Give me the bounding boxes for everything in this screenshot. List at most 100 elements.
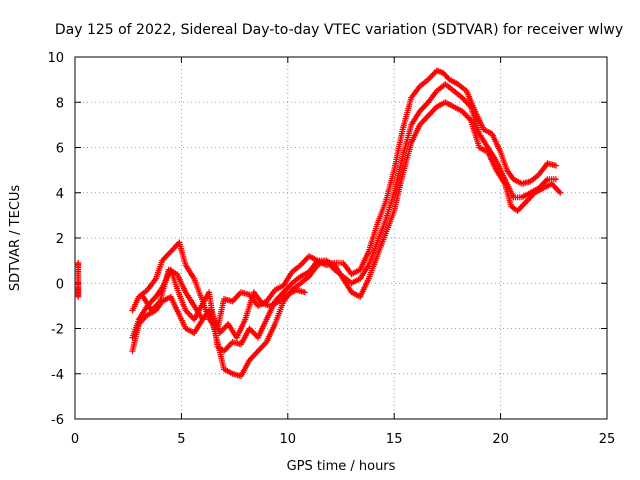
data-point <box>453 80 460 87</box>
data-point <box>399 128 406 135</box>
data-point <box>390 169 397 176</box>
data-point <box>155 299 162 306</box>
data-point <box>189 329 196 336</box>
data-point <box>555 188 562 195</box>
data-point <box>364 250 371 257</box>
data-point <box>415 123 422 130</box>
data-point <box>198 302 205 309</box>
data-point <box>423 114 430 121</box>
data-point <box>551 162 558 169</box>
data-point <box>503 165 510 172</box>
data-point <box>142 288 149 295</box>
data-point <box>190 301 197 308</box>
data-point <box>300 288 307 295</box>
data-point <box>432 89 439 96</box>
data-point <box>151 277 158 284</box>
data-point <box>75 292 82 299</box>
data-point <box>534 173 541 179</box>
data-point <box>516 194 523 201</box>
data-point <box>399 155 406 162</box>
data-point <box>466 115 473 122</box>
data-point <box>390 191 397 198</box>
data-point <box>550 176 557 183</box>
data-point <box>407 96 414 103</box>
data-point <box>190 274 197 280</box>
data-point <box>304 274 311 281</box>
data-point <box>274 299 281 306</box>
data-point <box>381 232 388 239</box>
data-point <box>466 102 473 109</box>
data-point <box>181 323 188 330</box>
data-point <box>530 191 537 198</box>
data-point <box>415 85 422 91</box>
series-track-2 <box>129 81 559 355</box>
y-tick-label: 0 <box>56 277 64 292</box>
x-tick-label: 5 <box>177 432 185 447</box>
data-point <box>245 358 252 365</box>
data-point <box>262 318 269 325</box>
series-isolated-start <box>75 259 82 300</box>
data-point <box>407 124 414 130</box>
data-point <box>175 310 182 317</box>
y-tick-label: 2 <box>56 232 64 247</box>
data-point <box>135 323 142 330</box>
data-point <box>543 162 550 168</box>
data-point <box>295 281 302 288</box>
series-track-4 <box>140 266 308 341</box>
data-point <box>253 349 260 356</box>
gridlines <box>75 57 607 419</box>
data-point <box>271 322 278 329</box>
data-point <box>181 287 188 294</box>
data-point <box>283 292 290 299</box>
data-point <box>483 142 490 149</box>
data-point <box>295 263 302 270</box>
data-point <box>373 241 380 248</box>
data-points <box>75 67 564 379</box>
data-point <box>166 250 173 257</box>
data-point <box>338 259 344 266</box>
y-tick-label: 8 <box>56 96 64 111</box>
data-point <box>287 281 294 288</box>
data-point <box>373 223 380 230</box>
data-point <box>373 255 380 262</box>
data-point <box>399 173 406 180</box>
x-tick-label: 0 <box>71 432 79 447</box>
data-point <box>500 179 507 185</box>
data-point <box>181 305 188 312</box>
data-point <box>407 142 414 149</box>
data-point <box>461 86 468 93</box>
series-track-1 <box>129 67 559 332</box>
data-point <box>415 110 422 116</box>
y-tick-label: 4 <box>56 187 64 202</box>
data-point <box>496 147 503 154</box>
data-point <box>142 313 149 320</box>
y-tick-label: -2 <box>51 323 64 338</box>
x-tick-label: 25 <box>599 432 616 447</box>
data-point <box>449 102 456 109</box>
y-tick-label: -4 <box>51 368 64 383</box>
data-point <box>262 340 269 347</box>
data-point <box>381 219 388 225</box>
plot-frame <box>74 56 608 420</box>
data-point <box>432 105 439 112</box>
data-point <box>457 93 464 100</box>
data-point <box>521 200 528 207</box>
data-point <box>158 259 165 266</box>
data-point <box>390 209 397 216</box>
data-point <box>364 277 371 284</box>
data-point <box>182 260 189 267</box>
data-point <box>295 274 302 281</box>
x-tick-label: 10 <box>280 432 297 447</box>
data-point <box>449 86 456 93</box>
data-point <box>543 177 549 184</box>
data-point <box>423 100 430 107</box>
data-point <box>457 107 464 114</box>
data-point <box>381 200 388 207</box>
data-point <box>492 165 499 172</box>
chart-title: Day 125 of 2022, Sidereal Day-to-day VTE… <box>55 22 623 38</box>
x-axis-label: GPS time / hours <box>287 459 396 474</box>
y-tick-label: 6 <box>56 142 64 157</box>
axis-ticks: 0 5 10 15 20 25 -6 -4 -2 0 2 4 6 8 10 <box>47 51 615 447</box>
data-point <box>227 369 234 376</box>
